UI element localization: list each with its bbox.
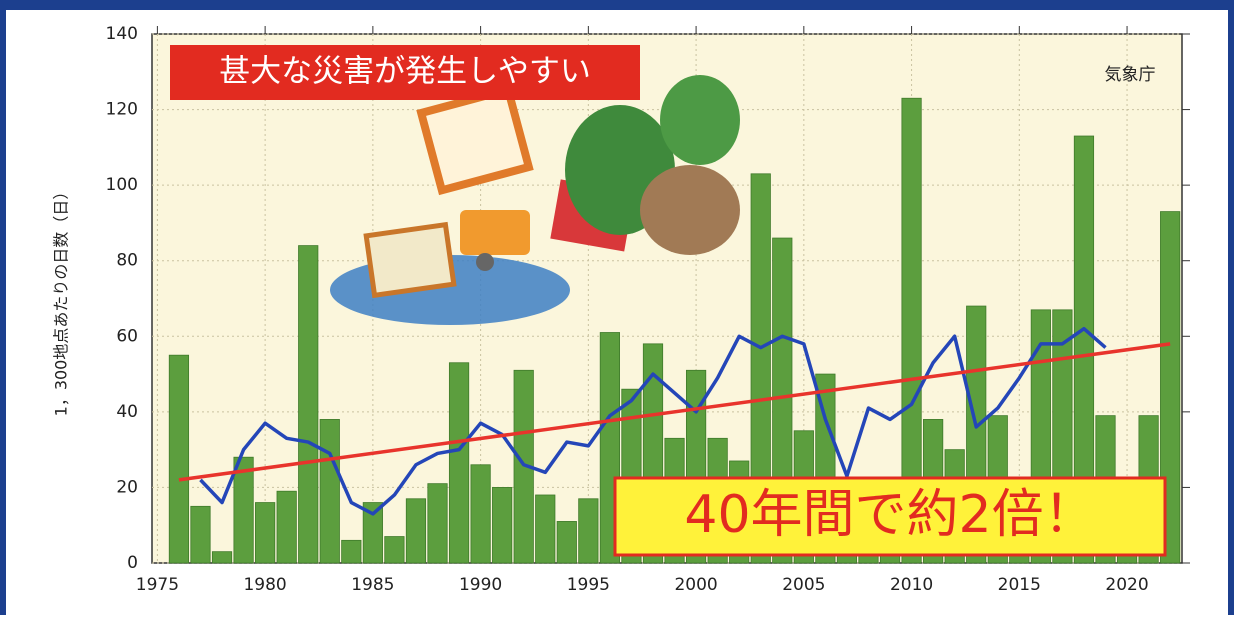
bar xyxy=(212,552,231,563)
bar xyxy=(449,363,468,563)
bar xyxy=(277,491,296,563)
top-band xyxy=(0,0,1234,10)
y-tick-label: 120 xyxy=(106,100,138,120)
x-tick-label: 1975 xyxy=(136,575,179,595)
bar xyxy=(406,499,425,563)
y-tick-label: 40 xyxy=(116,402,138,422)
x-tick-label: 2015 xyxy=(998,575,1041,595)
x-tick-label: 2005 xyxy=(782,575,825,595)
y-tick-label: 80 xyxy=(116,251,138,271)
bar xyxy=(342,540,361,563)
y-tick-label: 100 xyxy=(106,175,138,195)
bar xyxy=(428,484,447,563)
chart: 甚大な災害が発生しやすい 気象庁 40年間で約2倍！ 1，300地点あたりの日数… xyxy=(0,0,1234,615)
bar xyxy=(557,521,576,563)
y-tick-label: 0 xyxy=(127,553,138,573)
y-axis-label: 1，300地点あたりの日数（日） xyxy=(52,184,71,417)
right-band xyxy=(1228,0,1234,615)
source: 気象庁 xyxy=(1105,65,1156,85)
left-band xyxy=(0,0,6,615)
bar xyxy=(191,506,210,563)
x-tick-label: 2010 xyxy=(890,575,933,595)
x-tick-label: 1990 xyxy=(459,575,502,595)
callout: 40年間で約2倍！ xyxy=(684,485,1095,545)
bar xyxy=(471,465,490,563)
bar xyxy=(492,487,511,563)
y-tick-label: 20 xyxy=(116,477,138,497)
bar xyxy=(536,495,555,563)
bar xyxy=(320,419,339,563)
bar xyxy=(169,355,188,563)
headline: 甚大な災害が発生しやすい xyxy=(219,54,591,90)
x-tick-label: 1985 xyxy=(351,575,394,595)
bar xyxy=(385,537,404,563)
x-tick-label: 1980 xyxy=(243,575,286,595)
x-tick-label: 2020 xyxy=(1105,575,1148,595)
x-tick-label: 2000 xyxy=(674,575,717,595)
x-tick-label: 1995 xyxy=(567,575,610,595)
bar xyxy=(299,246,318,563)
y-tick-label: 60 xyxy=(116,326,138,346)
bar xyxy=(255,503,274,563)
bar xyxy=(579,499,598,563)
y-tick-label: 140 xyxy=(106,24,138,44)
